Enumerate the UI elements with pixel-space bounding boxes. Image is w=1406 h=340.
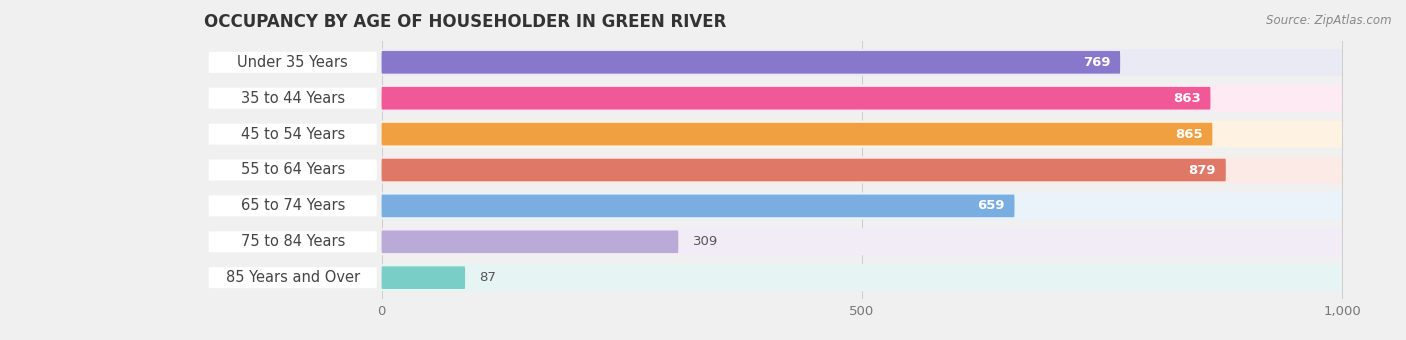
Text: 865: 865 xyxy=(1175,128,1202,141)
FancyBboxPatch shape xyxy=(208,231,377,252)
FancyBboxPatch shape xyxy=(208,267,377,288)
FancyBboxPatch shape xyxy=(381,231,678,253)
FancyBboxPatch shape xyxy=(381,156,1343,184)
Text: 35 to 44 Years: 35 to 44 Years xyxy=(240,91,344,106)
Text: 659: 659 xyxy=(977,199,1005,212)
Text: 85 Years and Over: 85 Years and Over xyxy=(225,270,360,285)
Text: 87: 87 xyxy=(479,271,496,284)
Text: OCCUPANCY BY AGE OF HOUSEHOLDER IN GREEN RIVER: OCCUPANCY BY AGE OF HOUSEHOLDER IN GREEN… xyxy=(204,13,727,31)
FancyBboxPatch shape xyxy=(381,159,1226,181)
Text: 863: 863 xyxy=(1173,92,1201,105)
FancyBboxPatch shape xyxy=(381,85,1343,112)
Text: 75 to 84 Years: 75 to 84 Years xyxy=(240,234,344,249)
Text: Under 35 Years: Under 35 Years xyxy=(238,55,349,70)
FancyBboxPatch shape xyxy=(381,192,1343,219)
FancyBboxPatch shape xyxy=(381,121,1343,148)
Text: 769: 769 xyxy=(1083,56,1111,69)
FancyBboxPatch shape xyxy=(381,51,1121,74)
FancyBboxPatch shape xyxy=(381,87,1211,109)
FancyBboxPatch shape xyxy=(208,88,377,109)
Text: 55 to 64 Years: 55 to 64 Years xyxy=(240,163,344,177)
FancyBboxPatch shape xyxy=(381,266,465,289)
Text: 309: 309 xyxy=(693,235,718,248)
Text: 45 to 54 Years: 45 to 54 Years xyxy=(240,126,344,142)
FancyBboxPatch shape xyxy=(381,123,1212,146)
Text: 879: 879 xyxy=(1188,164,1216,176)
FancyBboxPatch shape xyxy=(208,159,377,181)
FancyBboxPatch shape xyxy=(208,195,377,216)
FancyBboxPatch shape xyxy=(208,124,377,144)
FancyBboxPatch shape xyxy=(381,264,1343,291)
Text: 65 to 74 Years: 65 to 74 Years xyxy=(240,198,344,214)
FancyBboxPatch shape xyxy=(381,49,1343,76)
Text: Source: ZipAtlas.com: Source: ZipAtlas.com xyxy=(1267,14,1392,27)
FancyBboxPatch shape xyxy=(381,228,1343,255)
FancyBboxPatch shape xyxy=(381,194,1015,217)
FancyBboxPatch shape xyxy=(208,52,377,73)
